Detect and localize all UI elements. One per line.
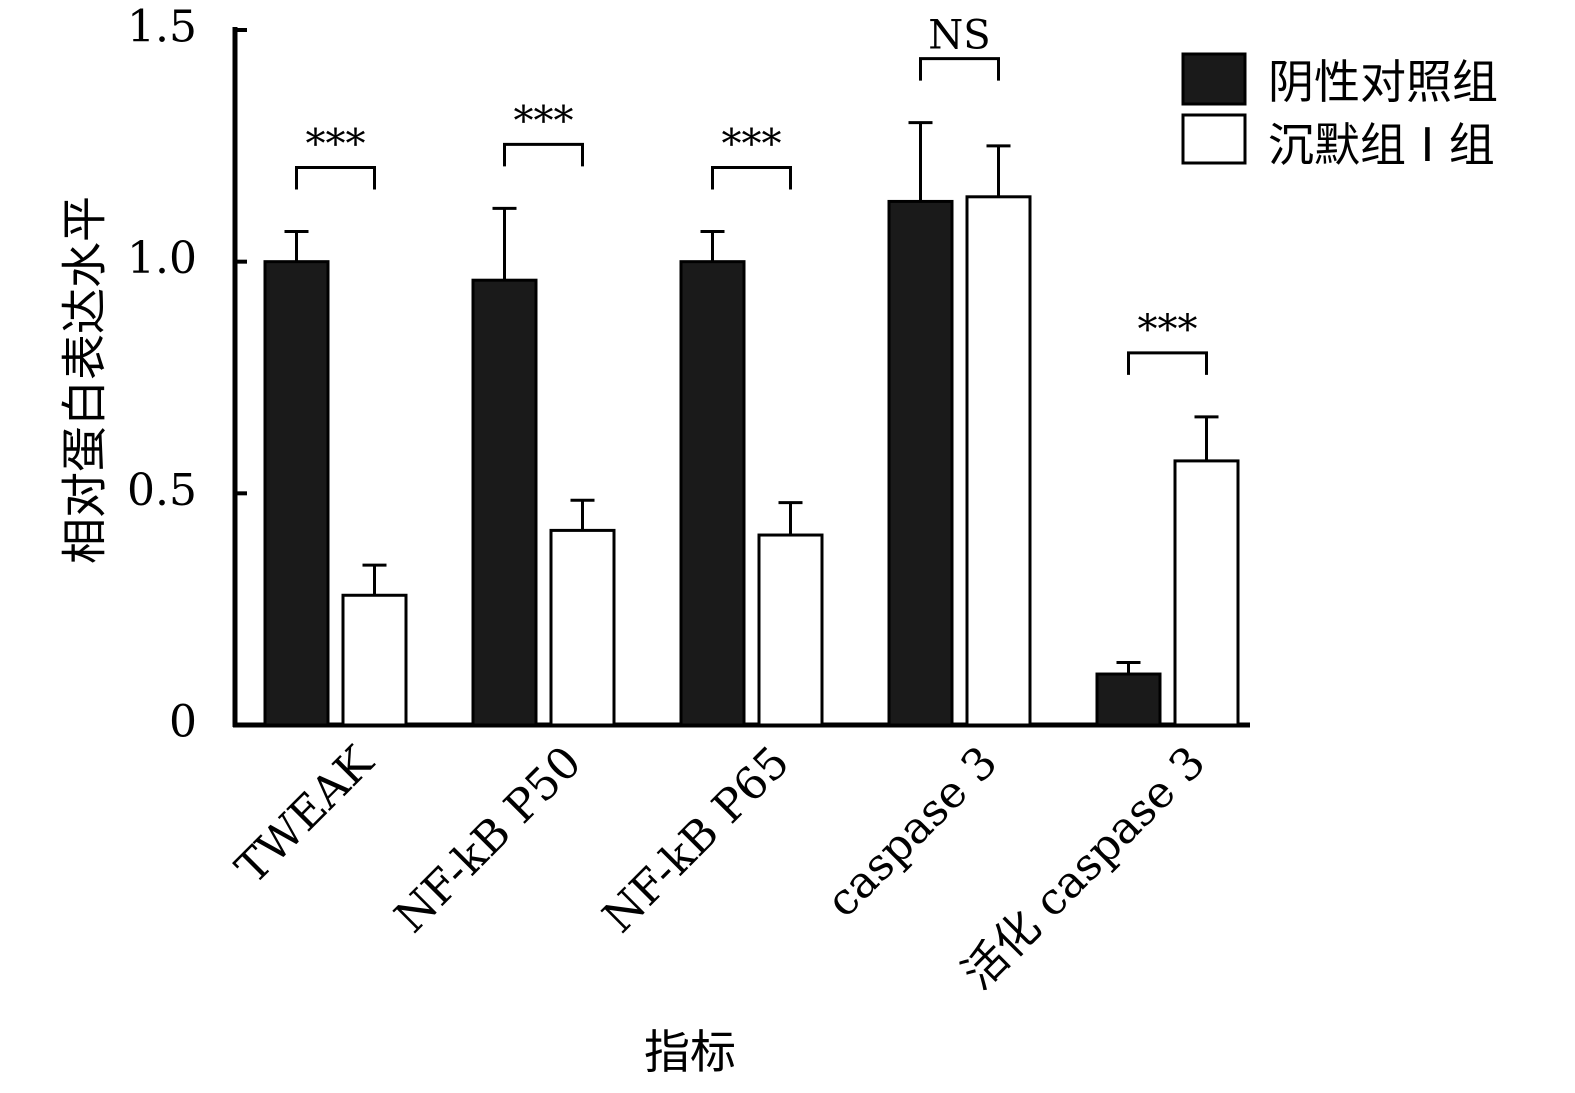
sig-label-4: *** (1138, 307, 1198, 353)
y-tick-label-3: 1.5 (127, 2, 197, 53)
category-label-0: TWEAK (226, 736, 384, 894)
bar-s1-1 (549, 528, 616, 727)
sig-label-0: *** (306, 122, 366, 168)
legend-swatch-control (1181, 52, 1247, 106)
y-tick-label-2: 1.0 (127, 233, 197, 284)
bars (263, 121, 1240, 727)
bar-s0-2 (679, 260, 746, 727)
y-tick-label-1: 0.5 (127, 465, 197, 516)
x-axis-title: 指标 (644, 1025, 736, 1079)
legend-label-silenced: 沉默组 I 组 (1268, 118, 1495, 172)
significance-markers: *** *** *** NS *** (295, 13, 1208, 375)
sig-label-3: NS (928, 13, 990, 59)
legend: 阴性对照组 沉默组 I 组 (1181, 52, 1498, 172)
y-axis-title: 相对蛋白表达水平 (58, 196, 112, 564)
bar-s1-0 (341, 593, 408, 727)
bar-s0-3 (887, 199, 954, 727)
legend-swatch-silenced (1181, 113, 1247, 165)
sig-label-1: *** (514, 98, 574, 144)
bar-s1-3 (965, 195, 1032, 727)
bar-s0-0 (263, 260, 330, 727)
sig-bracket-3 (919, 57, 1000, 81)
category-labels: TWEAK NF-kB P50 NF-kB P65 caspase 3活化 caspa… (226, 736, 1215, 999)
bar-s1-4 (1173, 459, 1240, 727)
bar-s0-4 (1095, 672, 1162, 727)
legend-label-control: 阴性对照组 (1268, 55, 1498, 109)
category-label-2: NF-kB P65 (593, 737, 799, 943)
sig-label-2: *** (722, 122, 782, 168)
y-axis: 0 0.5 1.0 1.5 (127, 2, 247, 748)
sig-bracket-2 (711, 166, 792, 190)
sig-bracket-0 (295, 166, 376, 190)
category-label-1: NF-kB P50 (385, 737, 591, 943)
sig-bracket-1 (503, 142, 584, 167)
bar-s0-1 (471, 278, 538, 727)
bar-s1-2 (757, 533, 824, 727)
category-label-3: caspase 3 (817, 737, 1008, 928)
sig-bracket-4 (1127, 351, 1208, 375)
y-tick-label-0: 0 (169, 697, 197, 748)
